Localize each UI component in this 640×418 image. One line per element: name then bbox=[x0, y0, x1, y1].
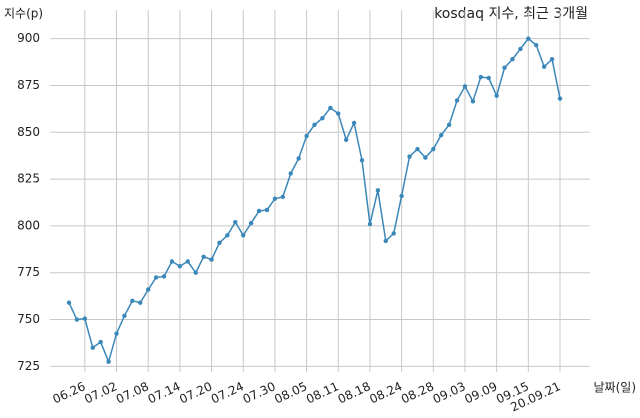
point bbox=[534, 42, 539, 48]
point bbox=[312, 122, 317, 127]
point bbox=[518, 46, 523, 52]
point bbox=[439, 132, 444, 138]
point bbox=[446, 122, 452, 127]
y-tick-label: 725 bbox=[17, 359, 40, 373]
point bbox=[185, 259, 190, 264]
point bbox=[541, 64, 547, 69]
point bbox=[359, 158, 365, 163]
point bbox=[328, 105, 333, 111]
y-tick-label: 825 bbox=[17, 172, 40, 186]
point bbox=[391, 231, 396, 236]
point bbox=[145, 287, 151, 292]
point bbox=[217, 240, 222, 245]
point bbox=[502, 65, 507, 70]
line bbox=[68, 37, 561, 365]
point bbox=[82, 316, 88, 321]
point bbox=[106, 359, 111, 364]
point bbox=[66, 300, 72, 305]
point bbox=[153, 275, 159, 280]
point bbox=[343, 137, 349, 142]
y-tick-label: 875 bbox=[17, 78, 40, 92]
y-tick-label: 800 bbox=[17, 218, 40, 232]
point bbox=[209, 257, 214, 262]
point bbox=[399, 193, 404, 199]
point bbox=[296, 156, 301, 161]
point bbox=[557, 96, 563, 101]
point bbox=[114, 331, 119, 336]
y-tick-label: 750 bbox=[17, 312, 40, 326]
point bbox=[74, 317, 80, 322]
y-axis-label: 지수(p) bbox=[4, 7, 43, 21]
point bbox=[415, 146, 420, 152]
point bbox=[122, 313, 127, 319]
point bbox=[169, 259, 175, 264]
point bbox=[320, 116, 325, 121]
y-tick-label: 900 bbox=[17, 31, 40, 45]
point bbox=[478, 74, 484, 80]
chart-title: kosdaq 지수, 최근 3개월 bbox=[434, 6, 588, 22]
point bbox=[486, 75, 491, 81]
point bbox=[407, 154, 412, 159]
point bbox=[272, 196, 278, 201]
point bbox=[280, 194, 286, 200]
point bbox=[462, 84, 468, 89]
point bbox=[454, 98, 460, 103]
point bbox=[367, 221, 373, 227]
point bbox=[138, 300, 143, 305]
point bbox=[470, 99, 476, 104]
point bbox=[375, 188, 381, 193]
point bbox=[288, 171, 293, 176]
point bbox=[161, 274, 167, 279]
point bbox=[177, 263, 183, 269]
point bbox=[130, 298, 135, 304]
point bbox=[351, 120, 357, 126]
y-tick-label: 775 bbox=[17, 265, 40, 279]
point bbox=[383, 238, 388, 244]
point bbox=[201, 254, 206, 260]
point bbox=[549, 57, 555, 62]
point bbox=[526, 36, 531, 41]
point bbox=[304, 133, 309, 139]
x-axis-label: 날짜(일) bbox=[594, 381, 636, 395]
point bbox=[241, 233, 246, 238]
point bbox=[193, 270, 198, 275]
point bbox=[264, 207, 270, 213]
point bbox=[494, 93, 499, 98]
y-tick-label: 850 bbox=[17, 125, 40, 139]
point bbox=[98, 339, 103, 345]
point bbox=[90, 345, 95, 350]
point bbox=[336, 111, 341, 116]
point bbox=[510, 57, 515, 62]
point bbox=[233, 219, 238, 225]
point bbox=[225, 233, 230, 238]
point bbox=[423, 155, 428, 160]
point bbox=[248, 220, 254, 226]
point bbox=[256, 208, 262, 214]
point bbox=[431, 146, 436, 152]
